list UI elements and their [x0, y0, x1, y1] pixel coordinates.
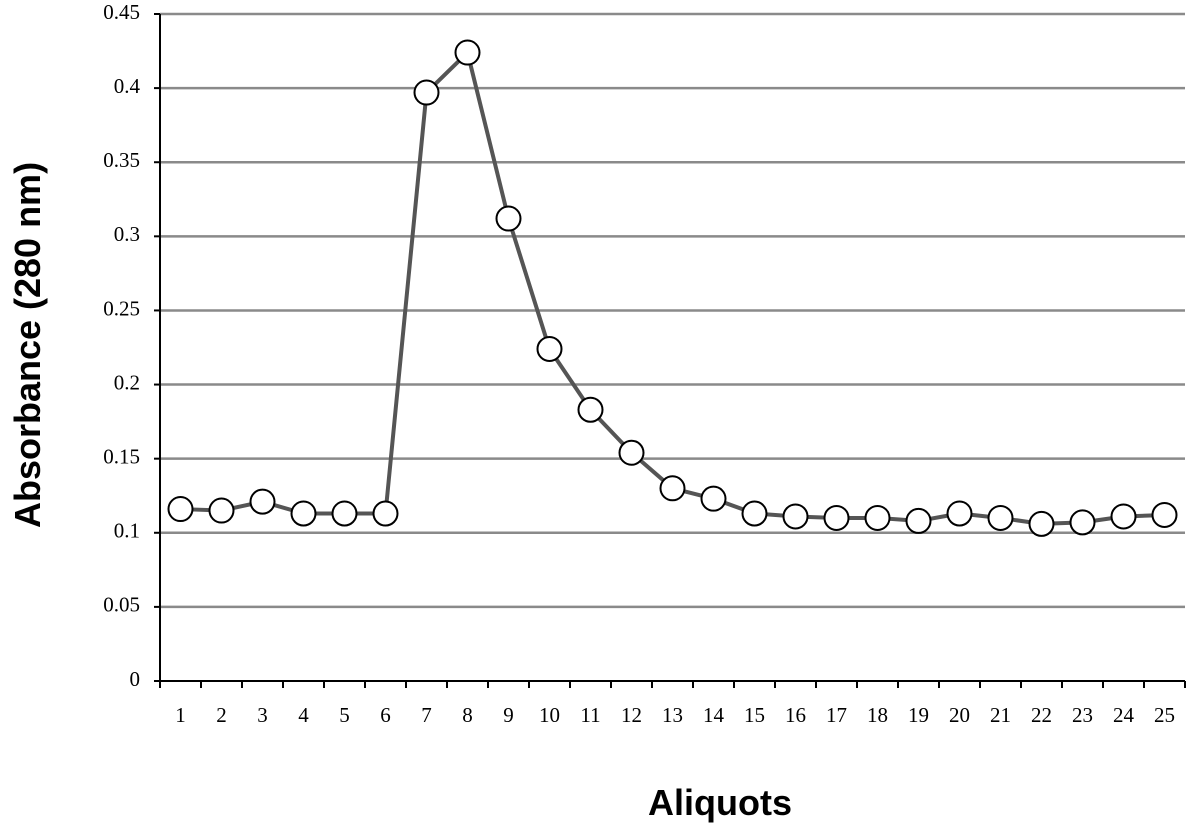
- x-tick-label: 1: [175, 703, 186, 727]
- data-point: [1069, 509, 1096, 536]
- data-point: [823, 504, 850, 531]
- x-tick-label: 5: [339, 703, 350, 727]
- x-tick-label: 20: [949, 703, 970, 727]
- y-tick-label: 0.4: [114, 74, 141, 98]
- data-point: [741, 500, 768, 527]
- data-point: [782, 503, 809, 530]
- y-tick-label: 0: [130, 667, 141, 691]
- x-tick-label: 14: [703, 703, 725, 727]
- x-tick-label: 11: [580, 703, 600, 727]
- data-point: [577, 396, 604, 423]
- data-point: [1151, 501, 1178, 528]
- data-point: [413, 79, 440, 106]
- data-point: [905, 507, 932, 534]
- y-axis-title: Absorbance (280 nm): [7, 162, 48, 528]
- y-tick-label: 0.15: [103, 444, 140, 468]
- x-tick-label: 21: [990, 703, 1011, 727]
- data-point: [987, 504, 1014, 531]
- x-tick-label: 19: [908, 703, 929, 727]
- data-point: [618, 439, 645, 466]
- data-point: [700, 485, 727, 512]
- x-tick-label: 6: [380, 703, 391, 727]
- x-tick-label: 17: [826, 703, 847, 727]
- data-point: [167, 496, 194, 523]
- x-tick-label: 23: [1072, 703, 1093, 727]
- data-point: [1110, 503, 1137, 530]
- data-point: [495, 205, 522, 232]
- data-point: [372, 500, 399, 527]
- y-tick-label: 0.45: [103, 0, 140, 24]
- series-line: [180, 50, 1165, 526]
- x-tick-label: 7: [421, 703, 432, 727]
- data-point: [331, 500, 358, 527]
- x-tick-label: 24: [1113, 703, 1135, 727]
- data-point: [1028, 510, 1055, 537]
- data-point: [290, 500, 317, 527]
- x-tick-label: 18: [867, 703, 888, 727]
- data-point: [659, 475, 686, 502]
- x-tick-label: 22: [1031, 703, 1052, 727]
- data-point: [536, 335, 563, 362]
- data-point: [946, 500, 973, 527]
- y-tick-label: 0.25: [103, 296, 140, 320]
- y-tick-label: 0.2: [114, 370, 140, 394]
- x-tick-label: 10: [539, 703, 560, 727]
- data-point: [454, 39, 481, 66]
- data-point: [864, 504, 891, 531]
- x-tick-label: 2: [216, 703, 227, 727]
- x-tick-label: 12: [621, 703, 642, 727]
- x-tick-label: 8: [462, 703, 473, 727]
- x-tick-label: 25: [1154, 703, 1175, 727]
- data-point: [208, 497, 235, 524]
- y-tick-label: 0.3: [114, 222, 140, 246]
- x-tick-label: 9: [503, 703, 514, 727]
- x-tick-label: 4: [298, 703, 309, 727]
- x-axis-title: Aliquots: [648, 782, 792, 823]
- y-tick-label: 0.05: [103, 593, 140, 617]
- x-tick-label: 15: [744, 703, 765, 727]
- y-tick-label: 0.1: [114, 519, 140, 543]
- y-tick-label: 0.35: [103, 148, 140, 172]
- x-tick-label: 16: [785, 703, 806, 727]
- x-tick-label: 3: [257, 703, 268, 727]
- data-point: [249, 488, 276, 515]
- x-tick-label: 13: [662, 703, 683, 727]
